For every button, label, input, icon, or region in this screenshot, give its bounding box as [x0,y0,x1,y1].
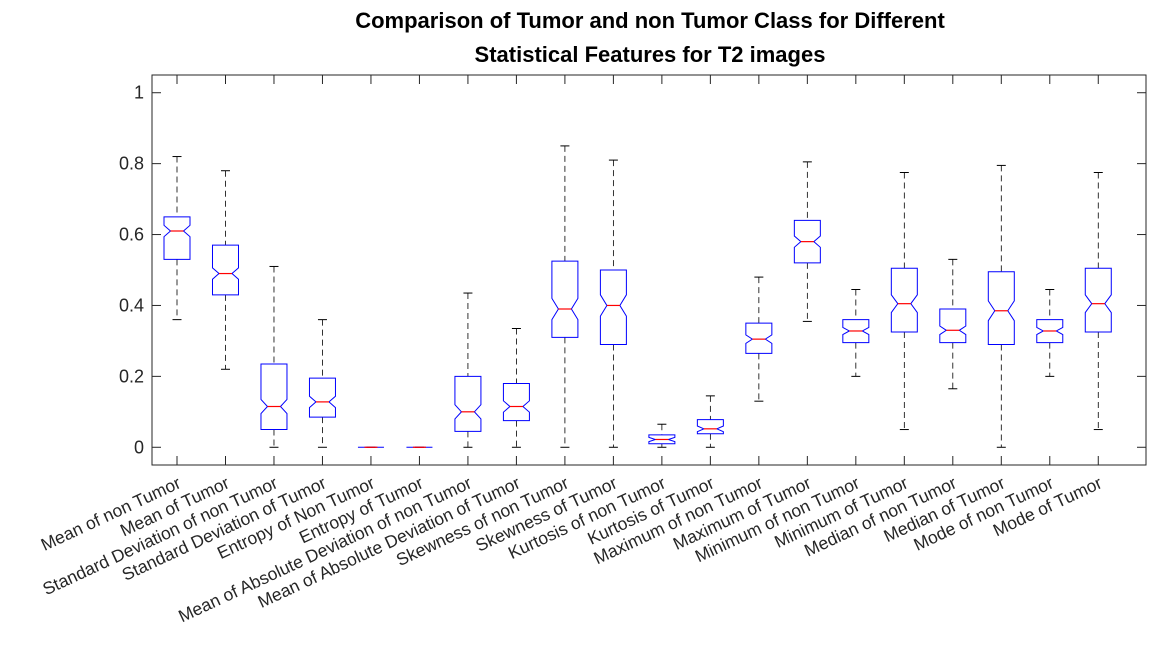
box-group [454,292,482,448]
box-body [551,260,579,338]
chart-title: Comparison of Tumor and non Tumor Class … [355,8,945,67]
box-body [793,219,821,264]
box-group [939,258,967,390]
box-body [890,267,918,333]
box-body [1036,319,1064,344]
plot-axes [151,74,1147,466]
chart-title-line-2: Statistical Features for T2 images [475,42,826,67]
box-group [648,423,676,448]
box-group [502,328,530,448]
box-group [211,170,239,370]
box-group [163,156,191,321]
box-body [842,319,870,344]
box-group [745,276,773,402]
y-tick-label: 1 [134,83,144,103]
box-group [1084,172,1112,431]
box-group [987,164,1015,448]
box-group [599,159,627,448]
box-group [696,395,724,448]
box-body [648,434,676,445]
y-axis-ticks: 0 0.2 0.4 0.6 0.8 1 [119,83,1146,457]
box-group [260,265,288,448]
y-tick-label: 0.2 [119,366,144,386]
box-group [842,289,870,377]
y-tick-label: 0.4 [119,295,144,315]
box-group [308,319,336,448]
box-body [745,322,773,354]
box-body [1084,267,1112,333]
box-group [793,161,821,322]
box-body [308,377,336,418]
box-group [1036,289,1064,377]
box-body [939,308,967,344]
box-body [163,216,191,260]
box-body [260,363,288,431]
y-tick-label: 0 [134,437,144,457]
y-tick-label: 0.6 [119,225,144,245]
box-body [454,375,482,432]
box-body [502,382,530,422]
box-series [163,145,1112,448]
box-group [551,145,579,448]
box-body [987,271,1015,345]
box-group [890,172,918,431]
chart-title-line-1: Comparison of Tumor and non Tumor Class … [355,8,945,33]
box-body [599,269,627,345]
box-body [211,244,239,296]
plot-area-border [151,74,1147,466]
y-tick-label: 0.8 [119,154,144,174]
box-body [696,419,724,435]
